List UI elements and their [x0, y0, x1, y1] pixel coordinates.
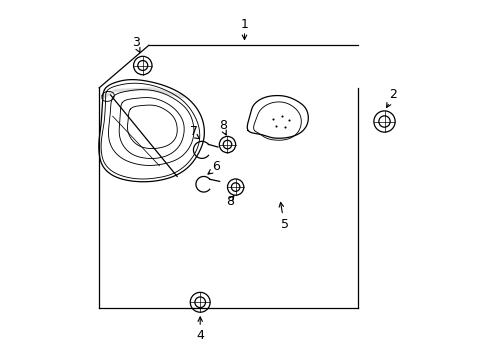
- Text: 1: 1: [240, 18, 248, 31]
- Text: 8: 8: [219, 118, 227, 131]
- Text: 2: 2: [388, 89, 396, 102]
- Text: 7: 7: [190, 125, 198, 138]
- Text: 5: 5: [281, 218, 289, 231]
- Polygon shape: [102, 87, 184, 99]
- Text: 6: 6: [212, 160, 220, 173]
- Text: 4: 4: [196, 329, 203, 342]
- Text: 8: 8: [226, 195, 234, 208]
- Text: 3: 3: [132, 36, 140, 49]
